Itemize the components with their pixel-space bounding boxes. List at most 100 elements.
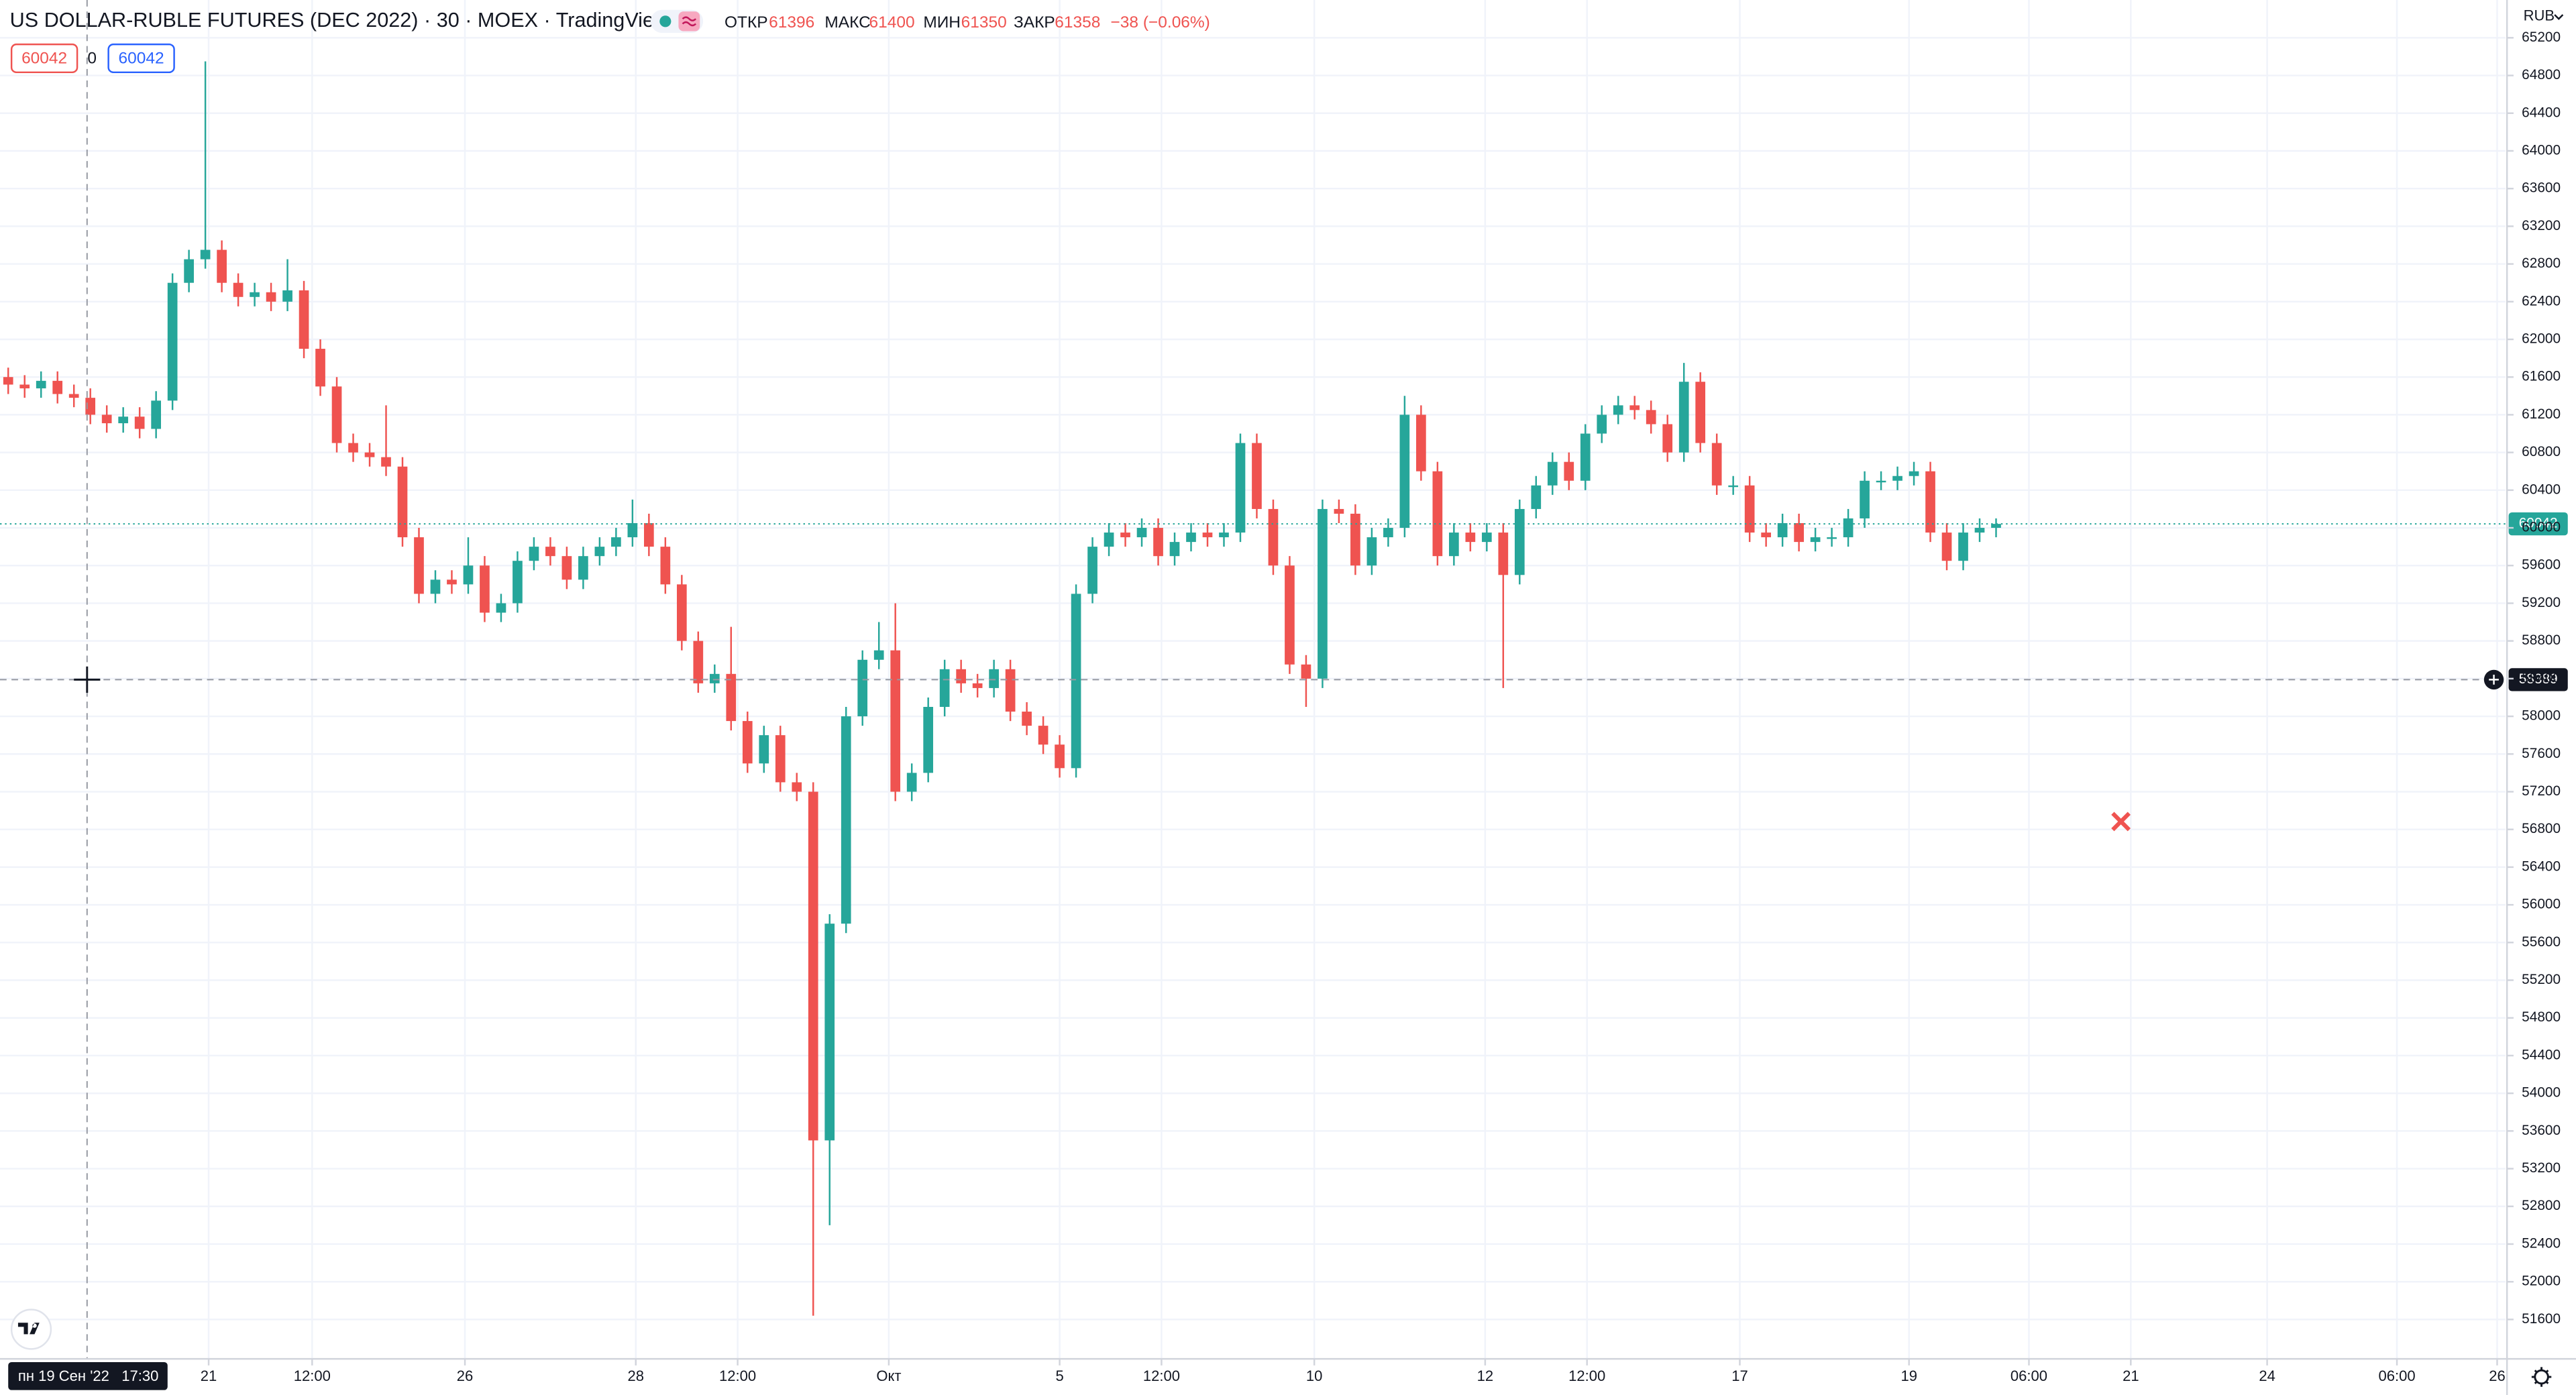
- x-tick-label: 26: [457, 1368, 474, 1384]
- candle-body: [1876, 480, 1886, 483]
- x-tick-label: 12:00: [294, 1368, 331, 1384]
- logo[interactable]: [10, 1308, 52, 1350]
- candle-body: [890, 650, 901, 792]
- candle-body: [1662, 424, 1673, 453]
- settings[interactable]: [2531, 1367, 2552, 1387]
- change: −38 (−0.06%): [1111, 13, 1210, 32]
- candle-body: [857, 659, 868, 717]
- y-tick-label: 58400: [2522, 670, 2561, 685]
- logo-mark: [17, 1323, 40, 1335]
- candle-body: [1794, 523, 1804, 543]
- candle-body: [1777, 523, 1788, 538]
- candle-body: [68, 394, 79, 398]
- last-price-tag: [2508, 512, 2568, 536]
- candle-body: [1005, 669, 1016, 712]
- y-tick-label: 52800: [2522, 1198, 2561, 1213]
- y-tick-label: 57200: [2522, 783, 2561, 799]
- candle-body: [644, 523, 654, 547]
- candle-body: [1153, 528, 1163, 557]
- candle-body: [1449, 533, 1459, 557]
- candle-body: [1695, 382, 1706, 443]
- candle-body: [1991, 524, 2001, 528]
- cross-marker[interactable]: [2111, 812, 2131, 832]
- chart-title: US DOLLAR-RUBLE FUTURES (DEC 2022) · 30 …: [10, 9, 669, 32]
- ohlc-label: ЗАКР: [1014, 13, 1055, 32]
- candle-body: [1268, 508, 1279, 566]
- candle-body: [1087, 547, 1097, 594]
- ohlc-value: 61350: [961, 13, 1007, 32]
- candle-body: [1235, 443, 1246, 533]
- x-tick-label: 12:00: [1568, 1368, 1605, 1384]
- candle-body: [1334, 508, 1344, 514]
- y-tick-label: 56800: [2522, 821, 2561, 836]
- y-tick-label: 58000: [2522, 708, 2561, 724]
- candle-body: [660, 547, 671, 585]
- crosshair-time-label: 17:30: [121, 1368, 158, 1384]
- candle-body: [250, 292, 260, 297]
- x-tick-label: 12:00: [719, 1368, 756, 1384]
- x-tick-label: 21: [201, 1368, 217, 1384]
- candle-body: [594, 547, 605, 557]
- y-tick-label: 64400: [2522, 105, 2561, 120]
- candle-body: [873, 650, 884, 660]
- badge-text: 60042: [119, 50, 164, 68]
- candle-body: [19, 384, 30, 389]
- y-tick-label: 62400: [2522, 293, 2561, 309]
- candle-body: [1285, 565, 1295, 665]
- candle-body: [693, 640, 704, 683]
- y-tick-label: 54800: [2522, 1009, 2561, 1025]
- badge[interactable]: [10, 43, 78, 74]
- candle-body: [1136, 528, 1147, 538]
- y-tick-label: 54000: [2522, 1085, 2561, 1101]
- candle-body: [1678, 382, 1689, 453]
- candle-body: [972, 683, 983, 688]
- add-alert-plus: [2489, 675, 2499, 685]
- candle-body: [1318, 508, 1328, 679]
- candle-body: [1909, 471, 1919, 476]
- ohlc-value: 61396: [769, 13, 814, 32]
- crosshair-cursor: [74, 666, 101, 693]
- candle-body: [282, 290, 292, 302]
- x-tick-label: Окт: [876, 1368, 901, 1384]
- candle-body: [545, 547, 555, 557]
- candle-body: [841, 716, 851, 924]
- currency[interactable]: RUB: [2524, 7, 2555, 23]
- candle-body: [36, 380, 46, 389]
- candle-body: [1613, 405, 1623, 415]
- y-tick-label: 61200: [2522, 406, 2561, 422]
- candle-body: [1646, 410, 1656, 425]
- y-tick-label: 61600: [2522, 369, 2561, 384]
- candle-body: [315, 349, 325, 387]
- ohlc-label: ОТКР: [724, 13, 768, 32]
- candle-body: [3, 377, 13, 385]
- candle-body: [1416, 414, 1426, 471]
- ohlc-value: 61400: [869, 13, 915, 32]
- badge[interactable]: [107, 43, 175, 74]
- candle-body: [85, 398, 96, 415]
- y-tick-label: 59600: [2522, 557, 2561, 573]
- candle-body: [529, 547, 539, 561]
- wave-icon: [682, 16, 697, 27]
- y-tick-label: 59200: [2522, 595, 2561, 610]
- candle-body: [1366, 537, 1377, 566]
- candle-body: [381, 457, 391, 467]
- gear-teeth: [2531, 1367, 2552, 1387]
- candle-body: [151, 400, 161, 429]
- candle-body: [808, 791, 818, 1141]
- candle-body: [1104, 533, 1114, 547]
- candle-body: [676, 584, 687, 641]
- y-tick-label: 60400: [2522, 482, 2561, 497]
- badge-text: 60042: [21, 50, 67, 68]
- candle-body: [1597, 414, 1607, 434]
- candle-body: [167, 282, 178, 401]
- candle-body: [1810, 537, 1821, 543]
- status-icons[interactable]: [650, 9, 704, 33]
- x-tick-label: 17: [1731, 1368, 1748, 1384]
- candle-body: [1432, 471, 1443, 557]
- y-tick-label: 55200: [2522, 972, 2561, 987]
- candle-body: [1925, 471, 1935, 533]
- candle-body: [299, 290, 309, 349]
- candle-body: [1301, 664, 1311, 679]
- candle-body: [1761, 533, 1771, 538]
- candle-body: [1629, 405, 1640, 410]
